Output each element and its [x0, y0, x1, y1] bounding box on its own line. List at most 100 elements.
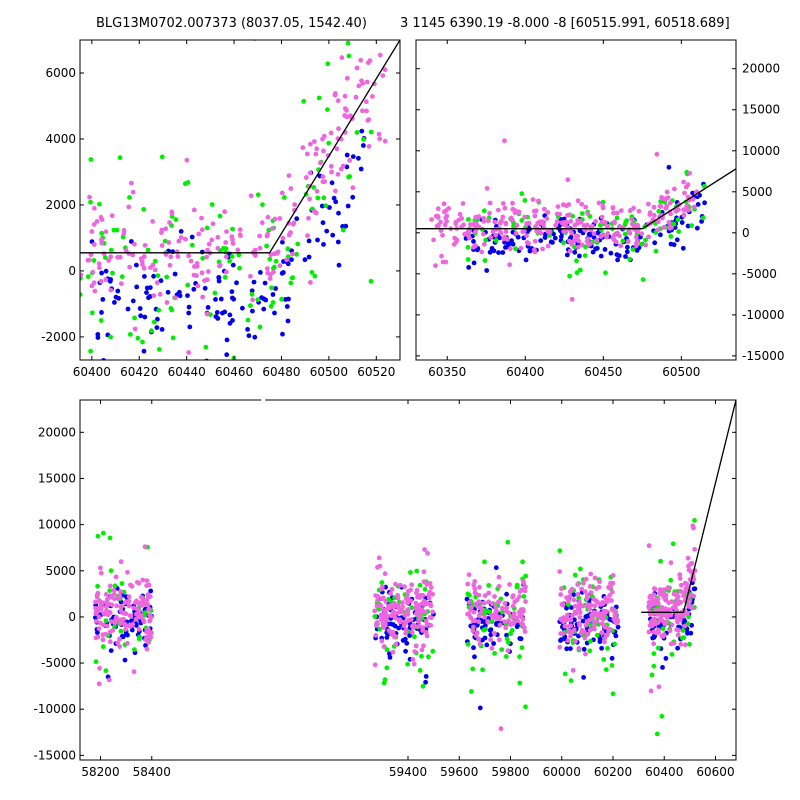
data-point — [251, 279, 257, 285]
data-point — [474, 630, 480, 636]
data-point — [438, 228, 444, 234]
data-point — [118, 608, 124, 614]
data-point — [253, 253, 258, 258]
data-point — [562, 671, 568, 677]
data-point — [629, 216, 634, 222]
data-point — [682, 580, 688, 586]
data-point — [484, 186, 490, 191]
data-point — [598, 234, 604, 239]
data-point — [428, 603, 434, 609]
data-point — [206, 241, 212, 247]
data-point — [331, 195, 337, 201]
data-point — [674, 608, 679, 613]
data-point — [680, 628, 686, 633]
data-point — [668, 234, 674, 239]
data-point — [493, 565, 499, 571]
data-point — [587, 648, 593, 654]
data-point — [345, 40, 351, 46]
data-point — [227, 320, 233, 326]
data-point — [519, 191, 525, 197]
data-point — [472, 586, 478, 592]
top-right-panel: 60350 60400 60450 60500 -15000 -10000 -5000 0 50… — [415, 39, 785, 379]
left-panel-title: BLG13M0702.007373 (8037.05, 1542.40) — [96, 16, 367, 31]
data-point — [91, 258, 97, 263]
data-point — [275, 249, 281, 255]
data-point — [510, 603, 516, 609]
data-point — [499, 647, 505, 652]
data-point — [295, 241, 301, 247]
data-point — [545, 210, 551, 215]
data-point — [346, 174, 351, 180]
data-point — [139, 603, 145, 608]
axes-frame — [415, 39, 737, 361]
data-point — [453, 219, 459, 225]
data-point — [571, 597, 577, 603]
data-point — [138, 313, 144, 319]
data-point — [403, 648, 408, 654]
data-point — [212, 290, 218, 296]
data-point — [124, 599, 130, 604]
data-point — [103, 668, 109, 674]
data-point — [440, 232, 445, 238]
data-point — [592, 626, 597, 632]
data-point — [273, 286, 278, 291]
data-point — [572, 222, 578, 228]
series-green — [93, 518, 697, 737]
data-point — [602, 639, 607, 645]
data-point — [98, 570, 104, 576]
data-point — [557, 569, 563, 574]
data-point — [156, 307, 162, 313]
data-point — [118, 589, 123, 594]
data-point — [583, 651, 588, 657]
data-point — [327, 205, 332, 210]
data-point — [96, 614, 102, 620]
data-point — [249, 291, 255, 297]
data-point — [507, 246, 513, 252]
x-tick-label: 58200 — [81, 765, 119, 779]
y-tick-label: -5000 — [41, 656, 76, 670]
data-point — [523, 257, 529, 263]
data-point — [691, 593, 697, 599]
data-point — [250, 308, 255, 314]
data-point — [651, 651, 657, 656]
data-point — [684, 203, 690, 209]
data-point — [100, 637, 106, 643]
x-tick-label: 60400 — [73, 365, 111, 379]
data-point — [671, 221, 677, 227]
data-point — [501, 236, 506, 242]
data-point — [402, 584, 407, 590]
data-point — [540, 219, 545, 225]
data-point — [590, 223, 595, 229]
x-tick-label: 60440 — [168, 365, 206, 379]
data-point — [488, 235, 494, 240]
data-point — [656, 629, 661, 635]
data-point — [363, 99, 369, 105]
data-point — [592, 611, 598, 617]
data-point — [469, 222, 475, 228]
data-point — [585, 631, 590, 637]
data-point — [518, 245, 524, 251]
data-point — [655, 645, 661, 651]
data-point — [173, 295, 178, 301]
data-point — [108, 334, 113, 340]
data-point — [377, 52, 383, 58]
data-point — [407, 633, 412, 638]
data-point — [453, 239, 459, 245]
data-point — [566, 629, 572, 634]
data-point — [417, 668, 423, 673]
data-point — [417, 582, 423, 588]
data-point — [605, 223, 611, 229]
data-point — [380, 73, 386, 78]
data-point — [685, 223, 691, 229]
data-point — [579, 586, 584, 592]
data-point — [257, 233, 262, 239]
data-point — [272, 310, 277, 316]
data-point — [117, 155, 123, 161]
data-point — [692, 546, 697, 552]
data-point — [368, 129, 374, 135]
data-point — [318, 160, 323, 166]
data-point — [675, 619, 680, 625]
data-point — [602, 220, 608, 225]
data-point — [615, 230, 620, 236]
data-point — [118, 621, 124, 626]
